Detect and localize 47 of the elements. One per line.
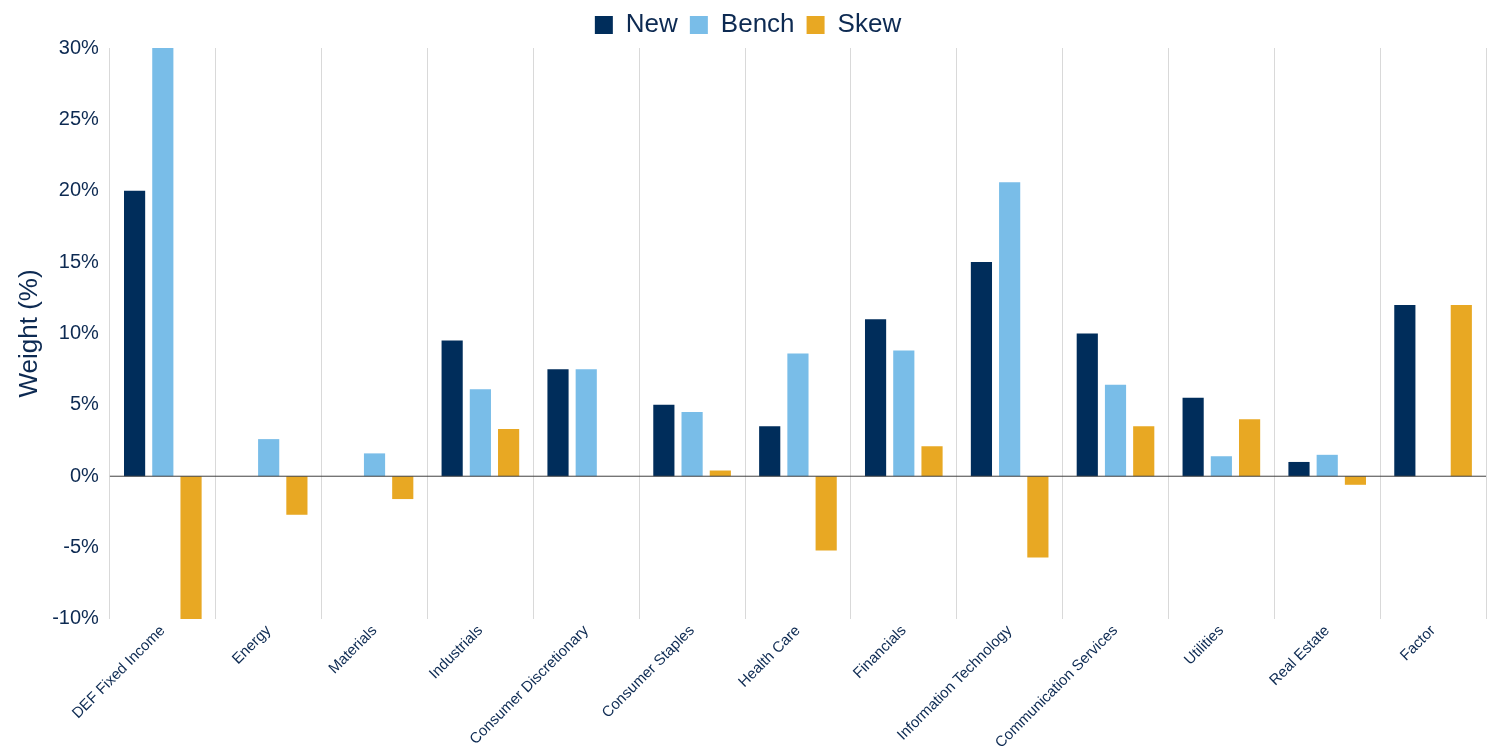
bar [970, 262, 993, 477]
bar [653, 404, 675, 477]
bar [392, 476, 414, 500]
bar [864, 319, 887, 477]
bar [759, 426, 781, 477]
bar [286, 476, 308, 515]
bar [469, 389, 491, 477]
bar [575, 369, 597, 477]
bar [999, 182, 1021, 477]
bar [1316, 454, 1338, 477]
legend-label: Skew [837, 8, 902, 39]
bar [681, 411, 703, 477]
y-tick-label: 20% [58, 178, 100, 201]
bar [1210, 456, 1232, 477]
y-tick-label: 30% [58, 35, 100, 58]
y-axis-title: Weight (%) [12, 269, 43, 398]
bar [152, 48, 174, 477]
y-tick-label: 15% [58, 249, 100, 272]
bar [547, 369, 569, 477]
bar [893, 350, 915, 477]
bar [1344, 476, 1367, 485]
bar [363, 453, 386, 477]
y-tick-label: -10% [52, 606, 100, 629]
bar [1239, 419, 1261, 477]
bar [1104, 384, 1127, 477]
bar [1027, 476, 1049, 558]
bar [1450, 304, 1472, 477]
bar [815, 476, 837, 551]
legend-label: New [625, 8, 679, 39]
bar [124, 190, 146, 477]
bar [921, 446, 943, 477]
bar [1394, 304, 1416, 477]
bar [1076, 333, 1098, 477]
bar [787, 353, 809, 477]
y-tick-label: 5% [69, 392, 100, 415]
bar [441, 340, 463, 477]
bar [1288, 461, 1310, 477]
bar [180, 476, 202, 619]
legend-label: Bench [720, 8, 795, 39]
bar [258, 439, 280, 477]
y-tick-label: -5% [63, 535, 100, 558]
bar [1133, 426, 1155, 477]
y-tick-label: 0% [69, 463, 100, 486]
y-tick-label: 10% [58, 321, 100, 343]
bar [1182, 397, 1204, 477]
y-tick-label: 25% [58, 106, 100, 129]
bar [498, 429, 520, 477]
